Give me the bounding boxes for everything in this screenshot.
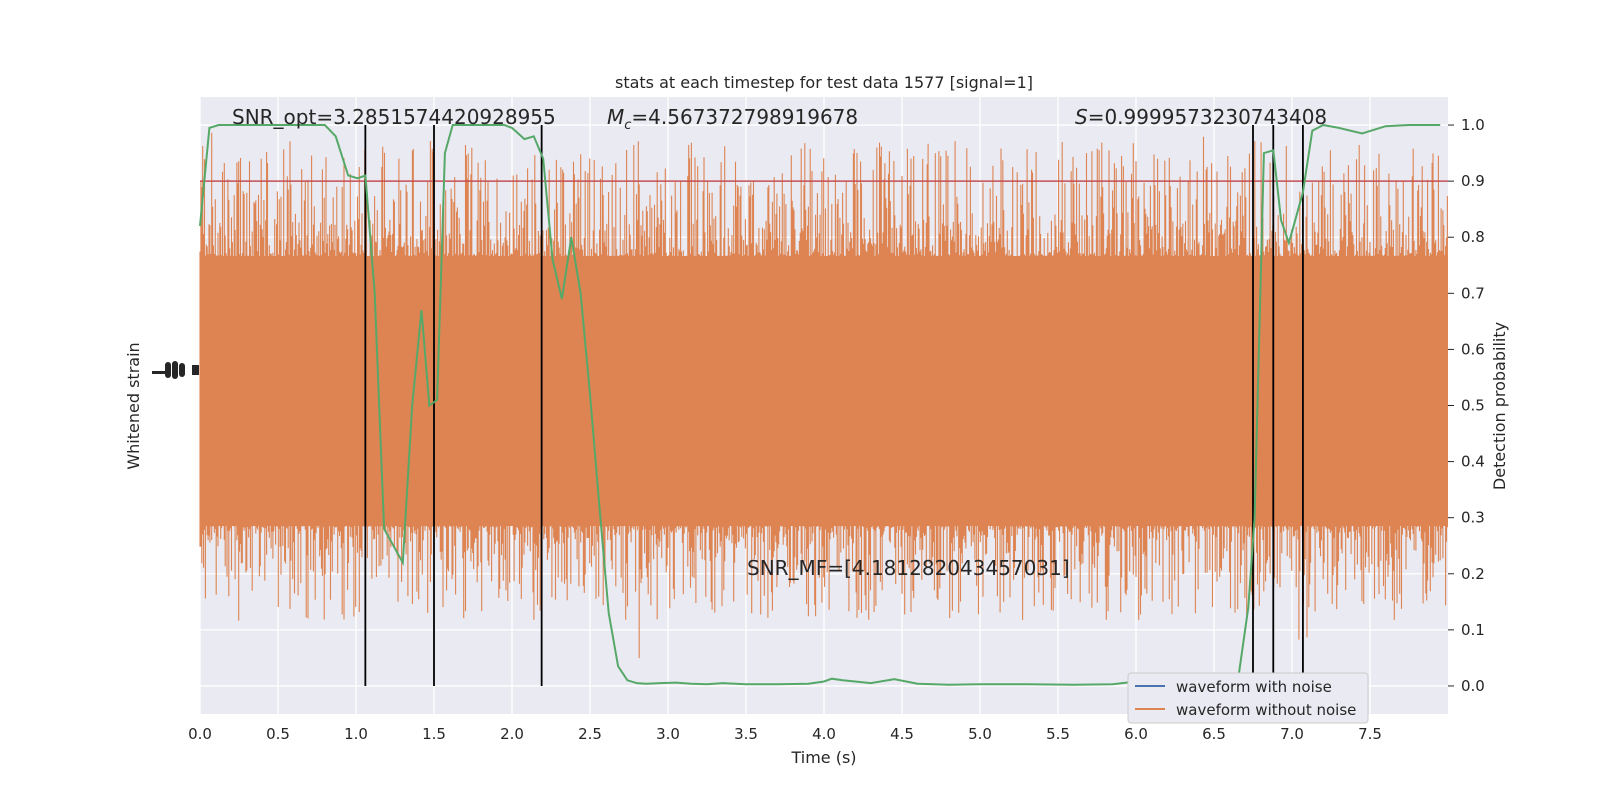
event-markers xyxy=(364,125,1304,686)
x-tick-label: 2.0 xyxy=(500,725,524,743)
y-axis-label-left: Whitened strain xyxy=(124,342,143,469)
y-axis-label-right: Detection probability xyxy=(1490,322,1509,490)
x-tick-label: 6.0 xyxy=(1124,725,1148,743)
x-tick-label: 1.5 xyxy=(422,725,446,743)
legend-label-without-noise: waveform without noise xyxy=(1176,701,1356,719)
x-tick-label: 4.0 xyxy=(812,725,836,743)
right-tick-label: 0.5 xyxy=(1461,397,1485,415)
right-tick-label: 0.2 xyxy=(1461,565,1485,583)
chirp-mass-annotation: Mc=4.567372798919678 xyxy=(607,105,858,133)
noise-trace xyxy=(199,132,1448,659)
right-tick-label: 1.0 xyxy=(1461,116,1485,134)
x-tick-label: 3.5 xyxy=(734,725,758,743)
x-tick-label: 6.5 xyxy=(1202,725,1226,743)
right-tick-label: 0.6 xyxy=(1461,340,1485,358)
x-axis-ticks: 0.0 0.5 1.0 1.5 2.0 2.5 3.0 3.5 4.0 4.5 5.0 5.5 6.0 6… xyxy=(188,725,1382,743)
probability-line xyxy=(199,123,1441,686)
right-tick-label: 0.3 xyxy=(1461,509,1485,527)
chart-title: stats at each timestep for test data 157… xyxy=(615,73,1033,92)
left-axis-ticks xyxy=(152,361,199,379)
x-tick-label: 5.0 xyxy=(968,725,992,743)
snr-opt-annotation: SNR_opt=3.2851574420928955 xyxy=(232,105,556,129)
detection-probability-series xyxy=(199,123,1441,686)
x-tick-label: 0.0 xyxy=(188,725,212,743)
right-tick-label: 0.7 xyxy=(1461,284,1485,302)
x-tick-label: 7.5 xyxy=(1358,725,1382,743)
snr-mf-annotation: SNR_MF=[4.181282043457031] xyxy=(747,556,1070,580)
x-tick-label: 4.5 xyxy=(890,725,914,743)
right-tick-label: 0.0 xyxy=(1461,677,1485,695)
right-tick-label: 0.8 xyxy=(1461,228,1485,246)
right-tick-label: 0.1 xyxy=(1461,621,1485,639)
x-axis-label: Time (s) xyxy=(790,748,856,767)
legend-label-with-noise: waveform with noise xyxy=(1176,678,1332,696)
x-tick-label: 1.0 xyxy=(344,725,368,743)
right-tick-label: 0.9 xyxy=(1461,172,1485,190)
score-annotation: S=0.9999573230743408 xyxy=(1075,105,1327,129)
x-tick-label: 0.5 xyxy=(266,725,290,743)
x-tick-label: 7.0 xyxy=(1280,725,1304,743)
x-tick-label: 2.5 xyxy=(578,725,602,743)
legend: waveform with noise waveform without noi… xyxy=(1127,672,1369,724)
legend-box xyxy=(1127,672,1369,724)
right-tick-label: 0.4 xyxy=(1461,453,1485,471)
x-tick-label: 3.0 xyxy=(656,725,680,743)
right-axis-ticks: 0.0 0.1 0.2 0.3 0.4 0.5 0.6 0.7 0.8 0.9 1.0 xyxy=(1448,116,1485,695)
x-tick-label: 5.5 xyxy=(1046,725,1070,743)
